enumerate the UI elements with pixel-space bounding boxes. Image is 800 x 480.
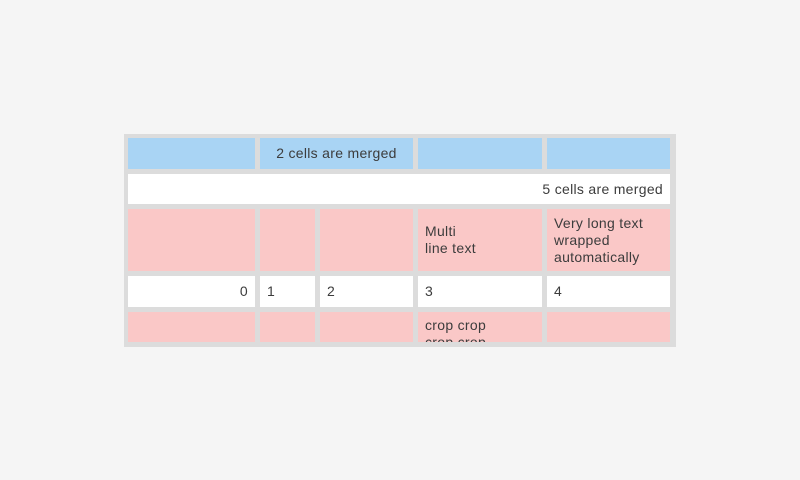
- table-cell-r3c1: [128, 209, 255, 271]
- table-cell-r3c4-multiline: Multi line text: [418, 209, 542, 271]
- table-cell-r1c1: [128, 138, 255, 169]
- table-cell-r2-merged5: 5 cells are merged: [128, 174, 670, 204]
- table-cell-r4c2: 1: [260, 276, 315, 307]
- table-cell-r5c2: [260, 312, 315, 342]
- table-cell-r5c3: [320, 312, 413, 342]
- table-grid: 2 cells are merged 5 cells are merged Mu…: [128, 138, 670, 342]
- table-cell-r1c5: [547, 138, 670, 169]
- table-cell-r3c2: [260, 209, 315, 271]
- table-widget[interactable]: 2 cells are merged 5 cells are merged Mu…: [124, 134, 676, 347]
- table-cell-r4c3: 2: [320, 276, 413, 307]
- table-clip-area: 2 cells are merged 5 cells are merged Mu…: [128, 138, 670, 342]
- table-cell-r5c4-cropped: crop crop crop crop: [418, 312, 542, 342]
- table-cell-r5c5: [547, 312, 670, 342]
- table-cell-r1-merged2: 2 cells are merged: [260, 138, 413, 169]
- table-cell-r4c5: 4: [547, 276, 670, 307]
- table-cell-r3c5-wrapped: Very long text wrapped automatically: [547, 209, 670, 271]
- table-cell-r4c1: 0: [128, 276, 255, 307]
- table-cell-r5c1: [128, 312, 255, 342]
- table-cell-r1c4: [418, 138, 542, 169]
- table-cell-r3c3: [320, 209, 413, 271]
- table-cell-r4c4: 3: [418, 276, 542, 307]
